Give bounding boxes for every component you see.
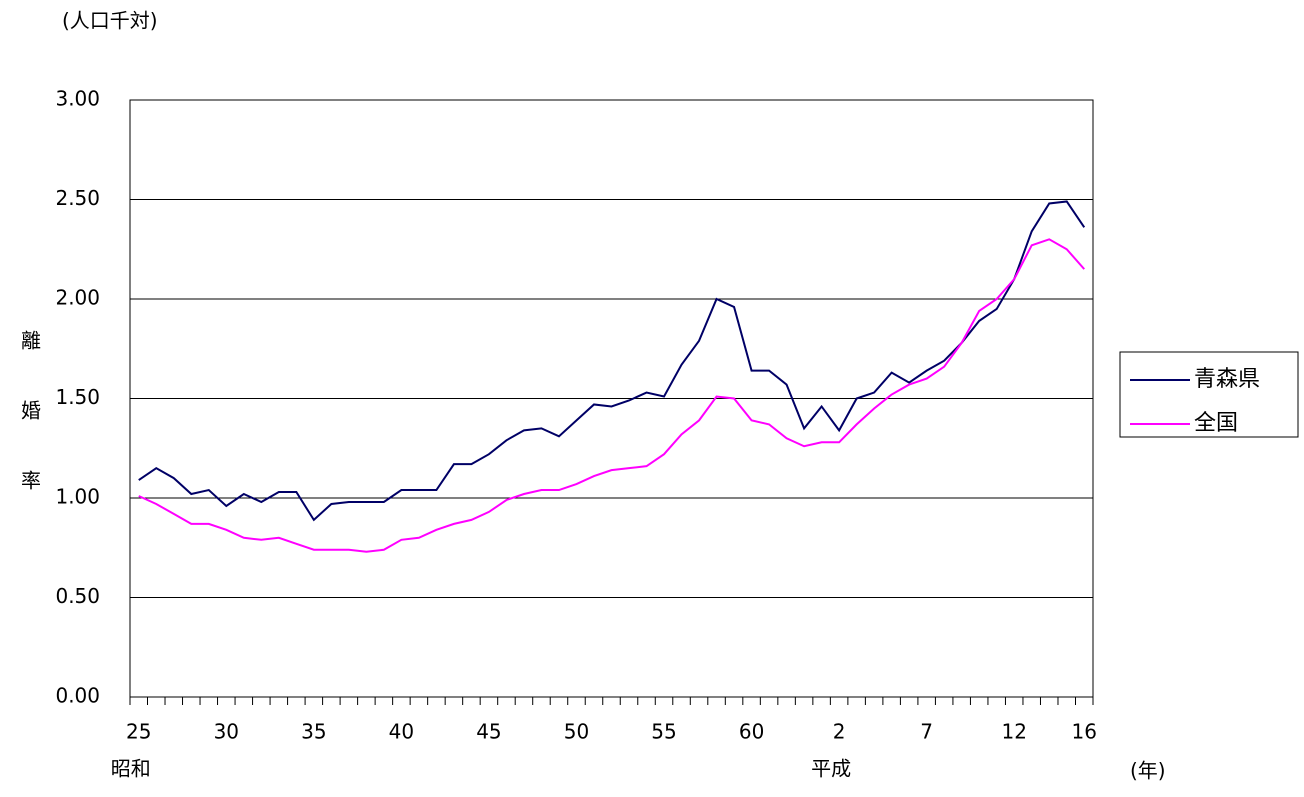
- x-tick-label: 25: [126, 720, 151, 744]
- y-tick-label: 1.50: [55, 385, 100, 409]
- y-tick-label: 0.00: [55, 684, 100, 708]
- x-unit: (年): [1130, 759, 1166, 783]
- series-line: [138, 238, 1086, 553]
- y-tick-label: 0.50: [55, 584, 100, 608]
- x-tick-label: 2: [833, 720, 846, 744]
- x-tick-label: 35: [301, 720, 326, 744]
- era-label: 平成: [811, 757, 851, 781]
- series-line: [138, 200, 1086, 522]
- y-tick-label: 2.00: [55, 286, 100, 310]
- x-tick-label: 40: [389, 720, 414, 744]
- x-tick-label: 50: [564, 720, 589, 744]
- legend-label: 青森県: [1194, 367, 1260, 392]
- y-tick-label: 2.50: [55, 186, 100, 210]
- x-tick-label: 30: [214, 720, 239, 744]
- legend-box: [1119, 351, 1299, 438]
- legend-label: 全国: [1194, 411, 1238, 436]
- x-tick-label: 55: [651, 720, 676, 744]
- x-tick-label: 45: [476, 720, 501, 744]
- x-tick-label: 7: [920, 720, 933, 744]
- x-tick-label: 16: [1072, 720, 1097, 744]
- x-tick-label: 12: [1001, 720, 1026, 744]
- era-label: 昭和: [111, 757, 151, 781]
- x-tick-label: 60: [739, 720, 764, 744]
- y-tick-label: 1.00: [55, 485, 100, 509]
- y-unit: (人口千対): [62, 9, 158, 33]
- y-tick-label: 3.00: [55, 87, 100, 111]
- y-axis-label: 離婚率: [18, 330, 42, 540]
